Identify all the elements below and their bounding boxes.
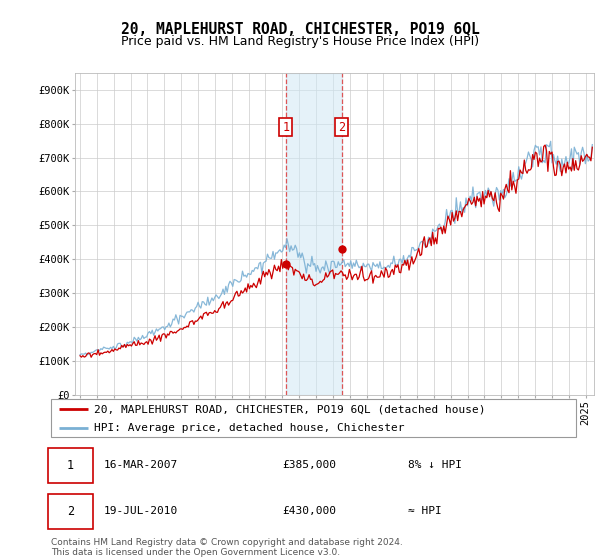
Text: 1: 1 (282, 120, 289, 133)
FancyBboxPatch shape (49, 494, 93, 529)
Text: Price paid vs. HM Land Registry's House Price Index (HPI): Price paid vs. HM Land Registry's House … (121, 35, 479, 48)
Text: 16-MAR-2007: 16-MAR-2007 (104, 460, 178, 470)
Text: 2: 2 (338, 120, 346, 133)
Text: 20, MAPLEHURST ROAD, CHICHESTER, PO19 6QL: 20, MAPLEHURST ROAD, CHICHESTER, PO19 6Q… (121, 22, 479, 38)
Text: ≈ HPI: ≈ HPI (408, 506, 442, 516)
Text: Contains HM Land Registry data © Crown copyright and database right 2024.
This d: Contains HM Land Registry data © Crown c… (51, 538, 403, 557)
Text: 2: 2 (67, 505, 74, 518)
Text: £430,000: £430,000 (282, 506, 336, 516)
FancyBboxPatch shape (49, 448, 93, 483)
FancyBboxPatch shape (51, 399, 576, 437)
Text: 8% ↓ HPI: 8% ↓ HPI (408, 460, 462, 470)
Text: HPI: Average price, detached house, Chichester: HPI: Average price, detached house, Chic… (94, 423, 404, 433)
Bar (286, 73, 342, 395)
Text: 1: 1 (67, 459, 74, 472)
Text: 20, MAPLEHURST ROAD, CHICHESTER, PO19 6QL (detached house): 20, MAPLEHURST ROAD, CHICHESTER, PO19 6Q… (94, 404, 485, 414)
Text: £385,000: £385,000 (282, 460, 336, 470)
Text: 19-JUL-2010: 19-JUL-2010 (104, 506, 178, 516)
